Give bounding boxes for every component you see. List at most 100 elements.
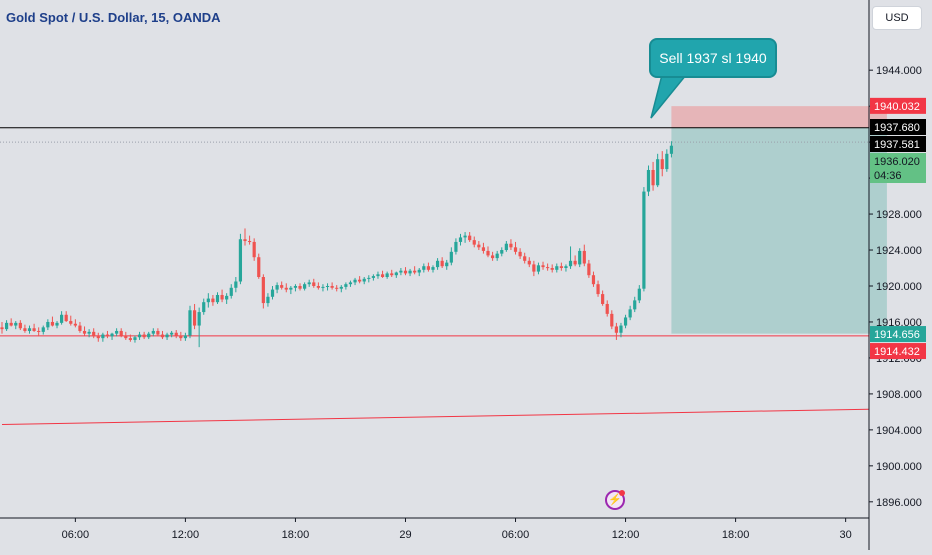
candle [289, 285, 293, 295]
candle [147, 331, 151, 340]
candle [225, 293, 229, 304]
candle [50, 316, 55, 327]
candle-body [513, 247, 518, 252]
candle [422, 263, 426, 273]
candle [215, 292, 220, 304]
candle-body [60, 314, 64, 323]
candle-body [293, 285, 298, 288]
price-label-bg [870, 326, 926, 343]
candle [243, 228, 247, 246]
candle-body [192, 310, 197, 326]
candle [247, 235, 252, 245]
trendline [1, 408, 870, 425]
candle [339, 285, 343, 293]
x-tick-label: 06:00 [62, 529, 90, 541]
candle [509, 239, 513, 251]
candle-body [115, 330, 119, 334]
candle [431, 265, 435, 273]
chart-title: Gold Spot / U.S. Dollar, 15, OANDA [6, 10, 221, 25]
lightning-icon[interactable]: ⚡ [605, 490, 625, 510]
candle-body [78, 325, 82, 331]
candle-body [642, 191, 646, 289]
candle-body [605, 303, 609, 314]
candle-body [238, 239, 243, 282]
candle-body [376, 274, 380, 277]
candle [362, 277, 366, 285]
x-tick-label: 12:00 [612, 529, 640, 541]
candle-body [413, 270, 417, 273]
candle [587, 259, 591, 278]
candle-body [358, 279, 362, 282]
candle-body [179, 335, 183, 339]
candle-body [50, 321, 55, 326]
candle [165, 332, 169, 340]
candle-body [247, 241, 252, 243]
candle-body [156, 330, 160, 335]
candle [477, 241, 481, 251]
candle [156, 328, 160, 337]
candle-body [472, 240, 476, 245]
candle [183, 332, 187, 341]
candle [229, 284, 233, 299]
candle [298, 283, 302, 291]
candle [371, 274, 375, 281]
currency-button[interactable]: USD [872, 6, 922, 30]
candle-body [431, 267, 435, 270]
candle [344, 282, 348, 290]
x-tick-label: 12:00 [172, 529, 200, 541]
candle [280, 281, 284, 290]
y-tick-label: 1928.000 [876, 209, 922, 221]
candle-body [555, 266, 559, 270]
candle [623, 314, 628, 329]
candle [385, 271, 389, 279]
candle [490, 251, 495, 261]
candle [160, 330, 165, 340]
candle [532, 260, 536, 277]
candle [546, 263, 550, 271]
candle-body [165, 334, 169, 338]
candle-body [536, 265, 541, 272]
candle [312, 278, 316, 288]
candle-body [46, 321, 50, 328]
candle-body [394, 272, 398, 276]
trade-annotation[interactable]: Sell 1937 sl 1940 [649, 38, 777, 78]
candle-body [541, 265, 545, 268]
y-tick-label: 1908.000 [876, 389, 922, 401]
candle [316, 282, 320, 290]
candle [472, 236, 476, 248]
candle [660, 151, 664, 177]
candle-body [385, 273, 389, 277]
candle [568, 246, 573, 269]
candle-body [0, 327, 4, 330]
candle-body [234, 281, 238, 288]
candle [9, 318, 13, 327]
candle-body [665, 153, 669, 170]
candle-body [4, 322, 9, 330]
candle-body [578, 250, 582, 265]
candle-body [321, 286, 325, 288]
candle [353, 277, 357, 286]
candle-body [188, 310, 192, 336]
candle-body [124, 335, 128, 339]
candle-body [312, 282, 316, 286]
candle [73, 319, 77, 328]
candle [348, 280, 353, 287]
candle [614, 322, 618, 340]
candle-body [87, 331, 91, 334]
candle-body [252, 241, 256, 258]
candle-body [477, 244, 481, 248]
candle-body [610, 313, 614, 327]
candle [105, 330, 110, 339]
candle [266, 293, 270, 307]
x-tick-label: 18:00 [722, 529, 750, 541]
candle [78, 321, 82, 333]
x-tick-label: 29 [399, 529, 411, 541]
candle-body [170, 332, 174, 335]
candle-body [417, 269, 421, 273]
candle [293, 284, 298, 292]
candle [445, 259, 449, 270]
candle [115, 328, 119, 337]
candle [408, 268, 412, 277]
